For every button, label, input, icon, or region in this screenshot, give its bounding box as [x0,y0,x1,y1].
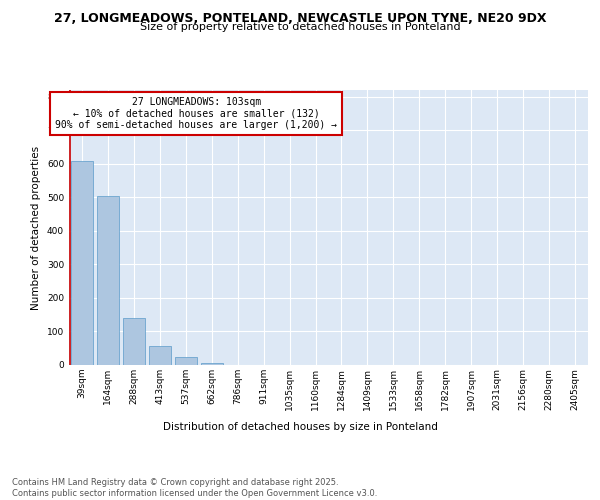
Bar [200,362,223,365]
Y-axis label: Number of detached properties: Number of detached properties [31,146,41,310]
Text: 27, LONGMEADOWS, PONTELAND, NEWCASTLE UPON TYNE, NE20 9DX: 27, LONGMEADOWS, PONTELAND, NEWCASTLE UP… [54,12,546,26]
Bar [71,162,93,365]
Bar [149,346,171,365]
Bar [123,318,145,365]
Text: Contains HM Land Registry data © Crown copyright and database right 2025.
Contai: Contains HM Land Registry data © Crown c… [12,478,377,498]
Text: 27 LONGMEADOWS: 103sqm
← 10% of detached houses are smaller (132)
90% of semi-de: 27 LONGMEADOWS: 103sqm ← 10% of detached… [55,97,337,130]
Bar [175,356,197,365]
Text: Size of property relative to detached houses in Ponteland: Size of property relative to detached ho… [140,22,460,32]
Text: Distribution of detached houses by size in Ponteland: Distribution of detached houses by size … [163,422,437,432]
Bar [97,196,119,365]
